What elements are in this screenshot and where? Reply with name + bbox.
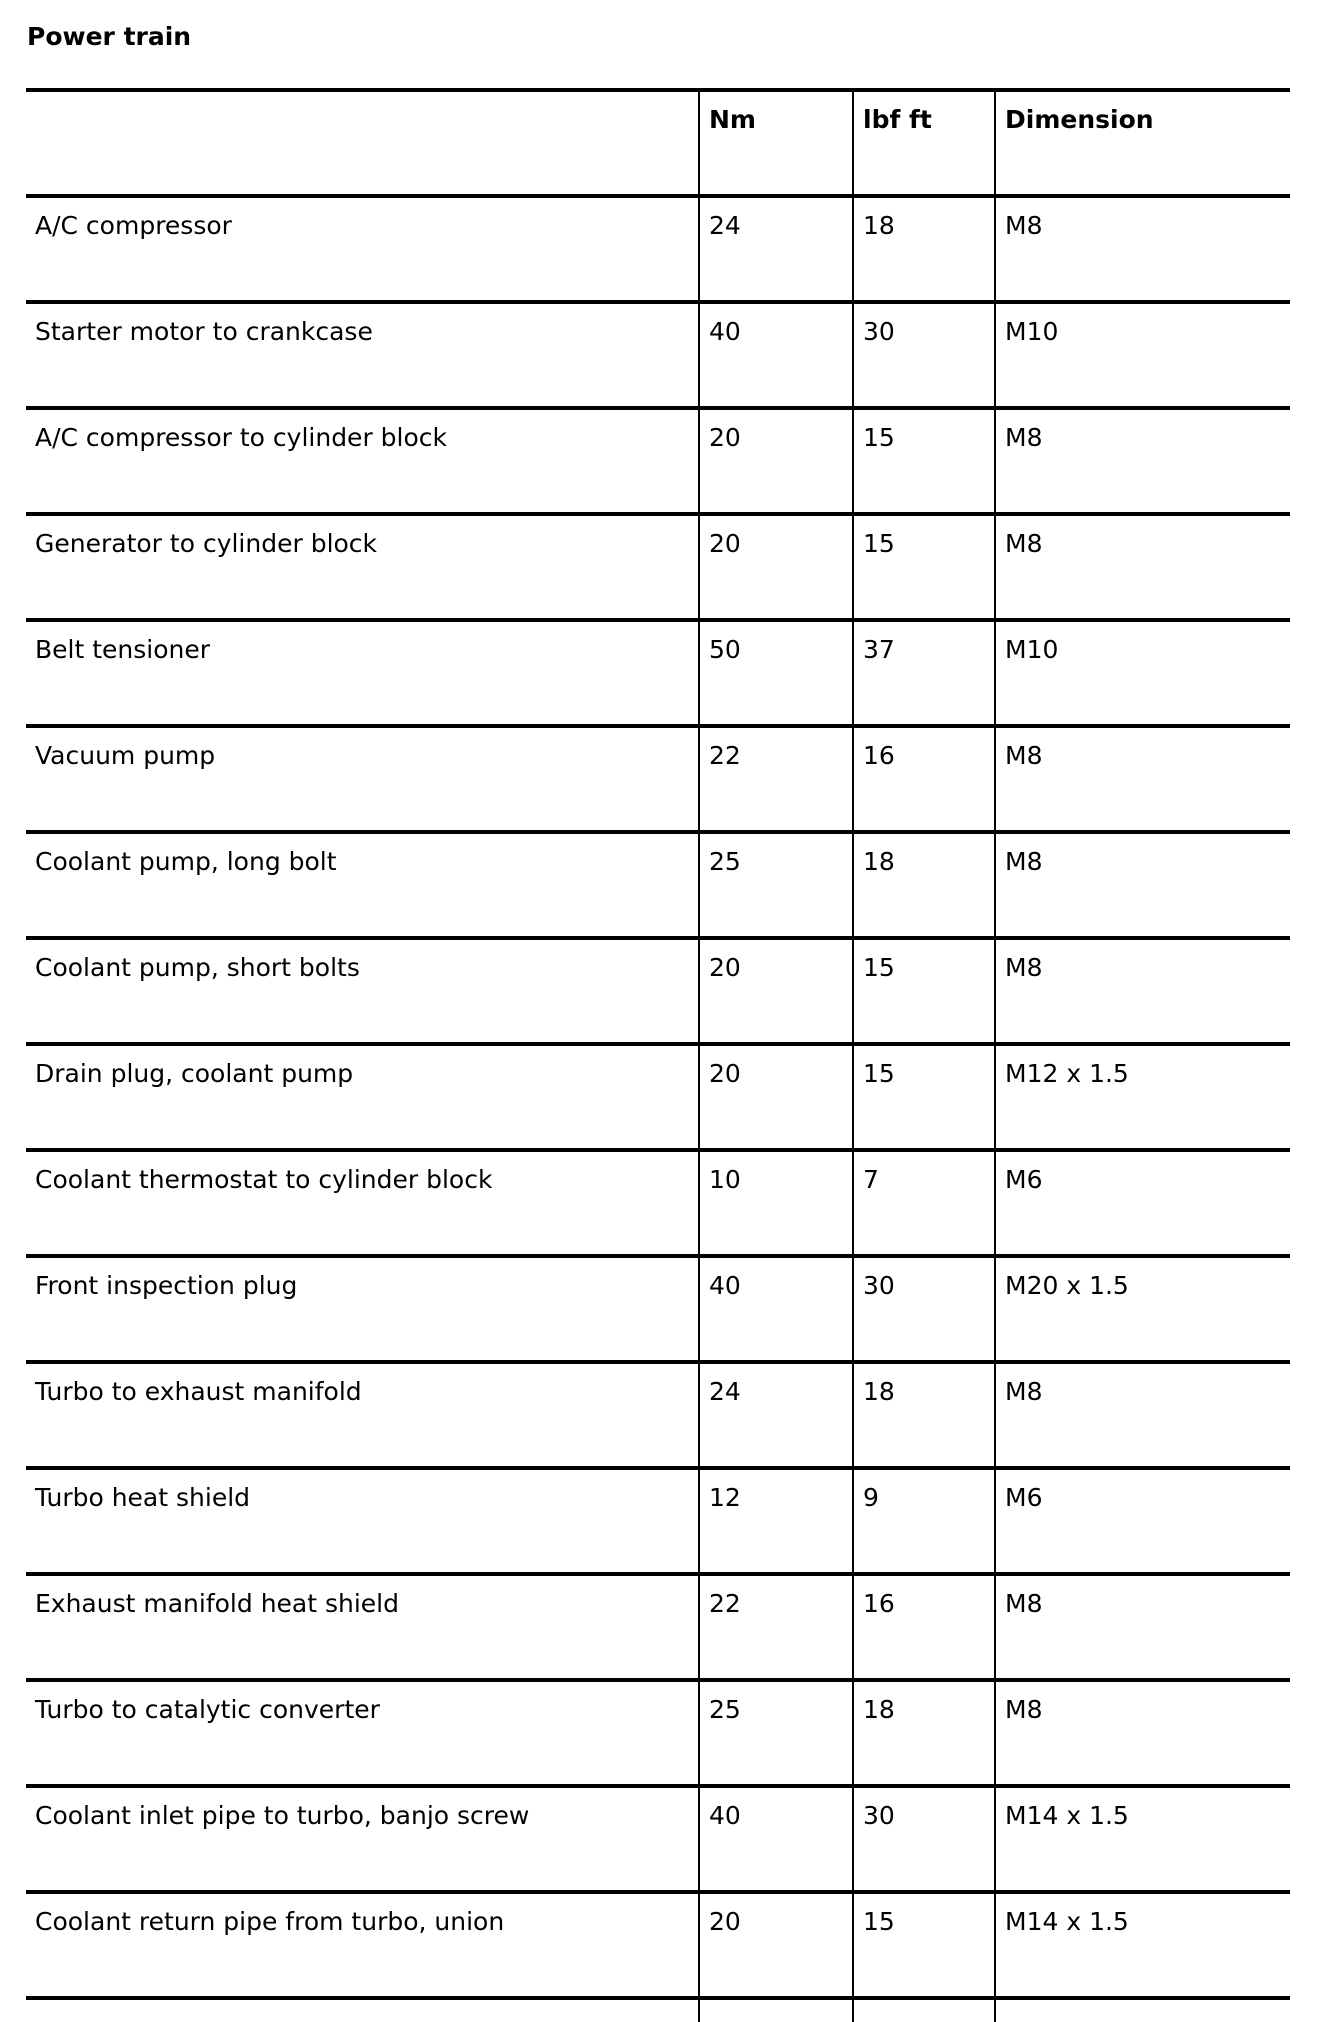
component-cell: Front inspection plug [26,1254,699,1364]
nm-cell: 40 [698,1254,853,1364]
component-cell: Turbo to catalytic converter [26,1678,699,1788]
component-cell: Coolant inlet pipe to turbo, banjo screw [26,1784,699,1894]
table-row: Front inspection plug 40 30 M20 x 1.5 [26,1254,1290,1364]
lbf-ft-cell: 15 [852,1890,995,2000]
dimension-cell: M6 [994,1148,1290,1258]
component-cell: Coolant thermostat to cylinder block [26,1148,699,1258]
component-cell: Turbo heat shield [26,1466,699,1576]
lbf-ft-cell: 15 [852,936,995,1046]
header-nm: Nm [698,88,853,198]
dimension-cell: M8 [994,830,1290,940]
table-row: Vacuum pump 22 16 M8 [26,724,1290,834]
table-row: Starter motor to crankcase 40 30 M10 [26,300,1290,410]
dimension-cell: M8 [994,406,1290,516]
lbf-ft-cell: 18 [852,1360,995,1470]
torque-table: Nm lbf ft Dimension A/C compressor 24 18 M8… [26,88,1290,2022]
lbf-ft-cell: 9 [852,1466,995,1576]
table-row: Belt tensioner 50 37 M10 [26,618,1290,728]
dimension-cell: M12 x 1.5 [994,1042,1290,1152]
component-cell: Belt tensioner [26,618,699,728]
continuation-cell [852,1996,995,2022]
dimension-cell: M20 x 1.5 [994,1254,1290,1364]
header-component [26,88,699,198]
dimension-cell: M8 [994,1678,1290,1788]
table-row: Turbo heat shield 12 9 M6 [26,1466,1290,1576]
table-row: A/C compressor 24 18 M8 [26,194,1290,304]
table-continuation [26,1996,1290,2022]
nm-cell: 40 [698,300,853,410]
component-cell: Coolant pump, long bolt [26,830,699,940]
lbf-ft-cell: 15 [852,1042,995,1152]
nm-cell: 40 [698,1784,853,1894]
dimension-cell: M8 [994,512,1290,622]
nm-cell: 20 [698,512,853,622]
nm-cell: 24 [698,1360,853,1470]
lbf-ft-cell: 30 [852,1784,995,1894]
lbf-ft-cell: 7 [852,1148,995,1258]
dimension-cell: M8 [994,194,1290,304]
dimension-cell: M14 x 1.5 [994,1890,1290,2000]
dimension-cell: M6 [994,1466,1290,1576]
nm-cell: 20 [698,406,853,516]
component-cell: Vacuum pump [26,724,699,834]
nm-cell: 24 [698,194,853,304]
nm-cell: 25 [698,830,853,940]
section-title: Power train [27,22,192,51]
table-row: Generator to cylinder block 20 15 M8 [26,512,1290,622]
table-row: Exhaust manifold heat shield 22 16 M8 [26,1572,1290,1682]
nm-cell: 25 [698,1678,853,1788]
component-cell: Coolant pump, short bolts [26,936,699,1046]
continuation-cell [994,1996,1290,2022]
component-cell: Generator to cylinder block [26,512,699,622]
table-row: Coolant pump, long bolt 25 18 M8 [26,830,1290,940]
dimension-cell: M8 [994,724,1290,834]
lbf-ft-cell: 18 [852,1678,995,1788]
nm-cell: 22 [698,724,853,834]
lbf-ft-cell: 18 [852,830,995,940]
component-cell: A/C compressor to cylinder block [26,406,699,516]
dimension-cell: M10 [994,618,1290,728]
header-row: Nm lbf ft Dimension [26,88,1290,198]
continuation-cell [698,1996,853,2022]
dimension-cell: M10 [994,300,1290,410]
component-cell: A/C compressor [26,194,699,304]
table-row: Drain plug, coolant pump 20 15 M12 x 1.5 [26,1042,1290,1152]
lbf-ft-cell: 16 [852,724,995,834]
table-row: A/C compressor to cylinder block 20 15 M8 [26,406,1290,516]
lbf-ft-cell: 30 [852,1254,995,1364]
lbf-ft-cell: 16 [852,1572,995,1682]
lbf-ft-cell: 37 [852,618,995,728]
nm-cell: 50 [698,618,853,728]
component-cell: Coolant return pipe from turbo, union [26,1890,699,2000]
dimension-cell: M8 [994,1572,1290,1682]
lbf-ft-cell: 30 [852,300,995,410]
component-cell: Starter motor to crankcase [26,300,699,410]
nm-cell: 20 [698,1890,853,2000]
lbf-ft-cell: 18 [852,194,995,304]
header-dimension: Dimension [994,88,1290,198]
header-lbf-ft: lbf ft [852,88,995,198]
component-cell: Turbo to exhaust manifold [26,1360,699,1470]
dimension-cell: M14 x 1.5 [994,1784,1290,1894]
continuation-cell [26,1996,699,2022]
component-cell: Exhaust manifold heat shield [26,1572,699,1682]
dimension-cell: M8 [994,1360,1290,1470]
component-cell: Drain plug, coolant pump [26,1042,699,1152]
nm-cell: 10 [698,1148,853,1258]
table-row: Turbo to exhaust manifold 24 18 M8 [26,1360,1290,1470]
table-row: Turbo to catalytic converter 25 18 M8 [26,1678,1290,1788]
dimension-cell: M8 [994,936,1290,1046]
lbf-ft-cell: 15 [852,406,995,516]
table-row: Coolant pump, short bolts 20 15 M8 [26,936,1290,1046]
table-row: Coolant return pipe from turbo, union 20 1… [26,1890,1290,2000]
nm-cell: 20 [698,1042,853,1152]
table-row: Coolant inlet pipe to turbo, banjo screw… [26,1784,1290,1894]
lbf-ft-cell: 15 [852,512,995,622]
table-row: Coolant thermostat to cylinder block 10 7 M… [26,1148,1290,1258]
nm-cell: 22 [698,1572,853,1682]
nm-cell: 20 [698,936,853,1046]
nm-cell: 12 [698,1466,853,1576]
